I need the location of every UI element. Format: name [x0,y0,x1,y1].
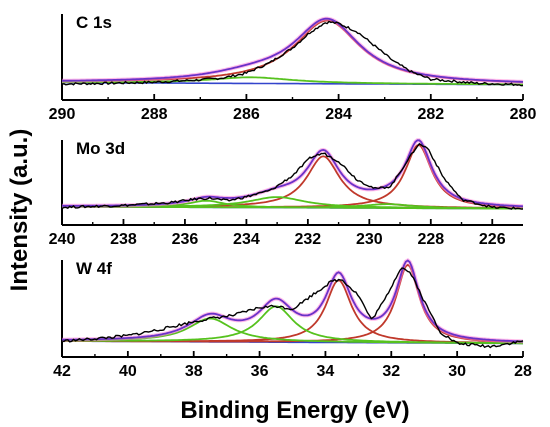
x-tick-label: 36 [251,363,269,380]
x-tick-label: 232 [295,231,322,248]
fit-envelope-line [62,259,523,343]
panel-2: 240 238 236 234 232 230 228 226 Mo 3d [49,138,524,248]
panel-label: Mo 3d [76,139,125,158]
fit-peak-peak-main [62,19,524,83]
panel-3: 42 40 38 36 34 32 30 28 W 4f [53,258,532,380]
raw-data-line [61,267,524,349]
fit-envelope-line [61,17,524,83]
envelope-halo [62,138,524,209]
raw-data-line [61,20,524,87]
x-tick-label: 230 [356,231,383,248]
x-tick-label: 42 [53,363,71,380]
y-axis-title: Intensity (a.u.) [6,129,33,292]
panel-label: C 1s [76,13,112,32]
x-tick-label: 234 [233,231,260,248]
fit-peak-peak-main [62,263,523,344]
fit-envelope-line [62,139,524,208]
x-tick-label: 236 [172,231,199,248]
x-tick-label: 28 [514,363,532,380]
x-tick-label: 280 [510,106,537,123]
x-axis-title: Binding Energy (eV) [180,397,409,424]
x-tick-label: 284 [325,106,352,123]
x-tick-label: 32 [382,363,400,380]
fit-peak-peak-secondary [62,76,523,86]
x-tick-label: 228 [417,231,444,248]
envelope-halo [62,258,523,344]
x-tick-label: 238 [110,231,137,248]
panel-label: W 4f [76,259,112,278]
x-tick-label: 290 [49,106,76,123]
x-tick-label: 40 [119,363,137,380]
x-tick-label: 240 [49,231,76,248]
raw-data-line [61,142,524,210]
envelope-halo [61,16,524,84]
x-tick-label: 288 [141,106,168,123]
spectra-panels: 290 288 286 284 282 280 C 1s 240 238 236 234 232 230… [49,13,537,380]
fit-peak-peak-secondary [62,305,523,345]
x-tick-label: 38 [185,363,203,380]
x-tick-label: 282 [417,106,444,123]
x-tick-label: 34 [317,363,335,380]
x-tick-label: 286 [233,106,260,123]
panel-1: 290 288 286 284 282 280 C 1s [49,13,537,123]
x-tick-label: 226 [479,231,506,248]
x-tick-label: 30 [448,363,466,380]
